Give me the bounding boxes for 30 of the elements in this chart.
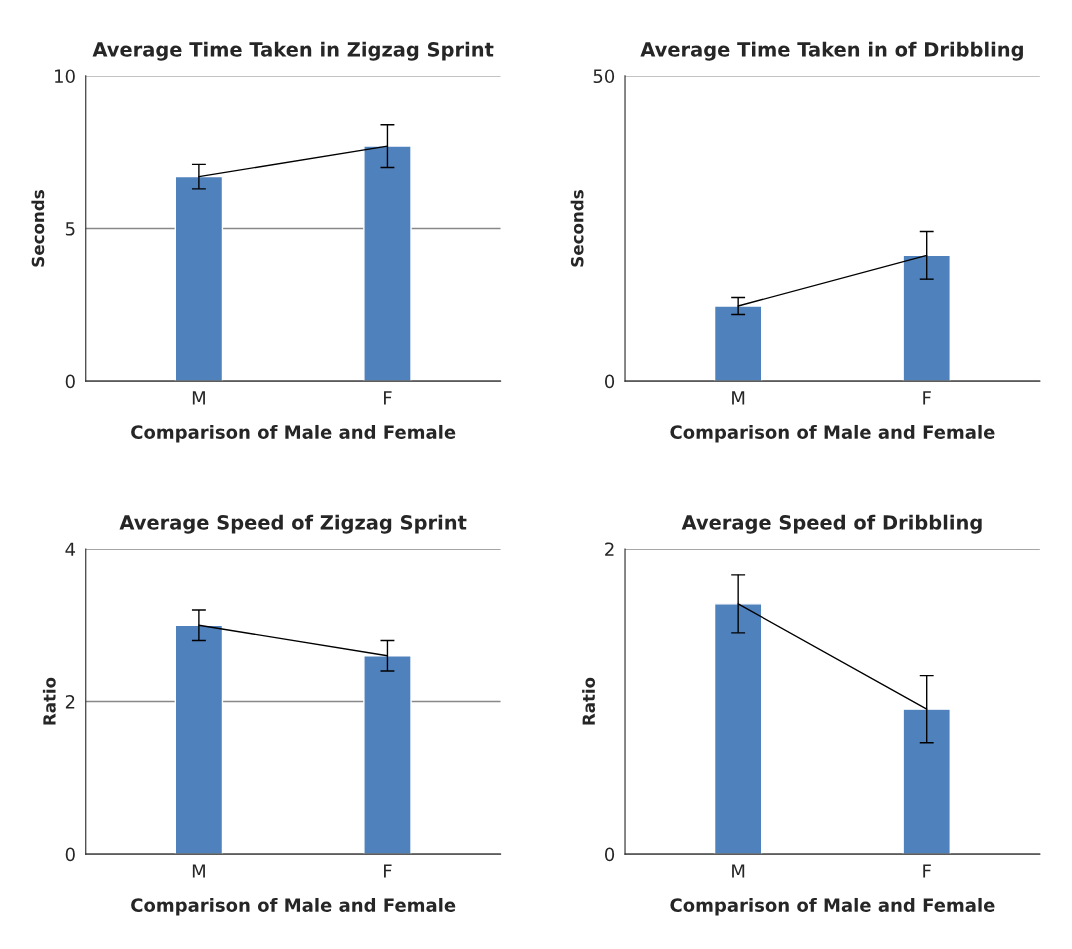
y-tick-label: 0 (65, 374, 75, 389)
y-tick-label: 5 (65, 222, 75, 236)
x-tick-label: F (384, 391, 392, 405)
y-tick-label: 50 (593, 69, 615, 84)
y-tick-label: 2 (65, 694, 75, 709)
y-axis-title: Ratio (42, 677, 56, 725)
y-axis-title: Seconds (570, 190, 584, 267)
chart-title: Average Time Taken in Zigzag Sprint (92, 41, 494, 61)
chart-title: Average Speed of Dribbling (681, 514, 982, 534)
y-tick-label: 0 (65, 847, 75, 862)
x-tick-label: F (923, 391, 931, 405)
x-tick-label: M (192, 864, 205, 878)
x-tick-label: M (732, 391, 745, 405)
chart-title: Average Time Taken in of Dribbling (640, 41, 1023, 61)
x-tick-label: M (192, 391, 205, 405)
y-tick-label: 0 (605, 847, 615, 862)
x-axis-title: Comparison of Male and Female (670, 897, 995, 916)
x-tick-label: M (732, 864, 745, 878)
x-axis-title: Comparison of Male and Female (131, 424, 456, 443)
y-tick-label: 4 (65, 542, 76, 556)
y-tick-label: 0 (605, 374, 615, 389)
y-tick-label: 10 (55, 69, 75, 84)
x-tick-label: F (923, 864, 931, 878)
x-tick-label: F (384, 864, 392, 878)
chart-title: Average Speed of Zigzag Sprint (119, 514, 467, 534)
x-axis-title: Comparison of Male and Female (670, 424, 995, 443)
x-axis-title: Comparison of Male and Female (131, 897, 456, 916)
y-axis-title: Seconds (31, 190, 45, 267)
y-tick-label: 2 (605, 542, 614, 556)
y-axis-title: Ratio (582, 677, 596, 725)
